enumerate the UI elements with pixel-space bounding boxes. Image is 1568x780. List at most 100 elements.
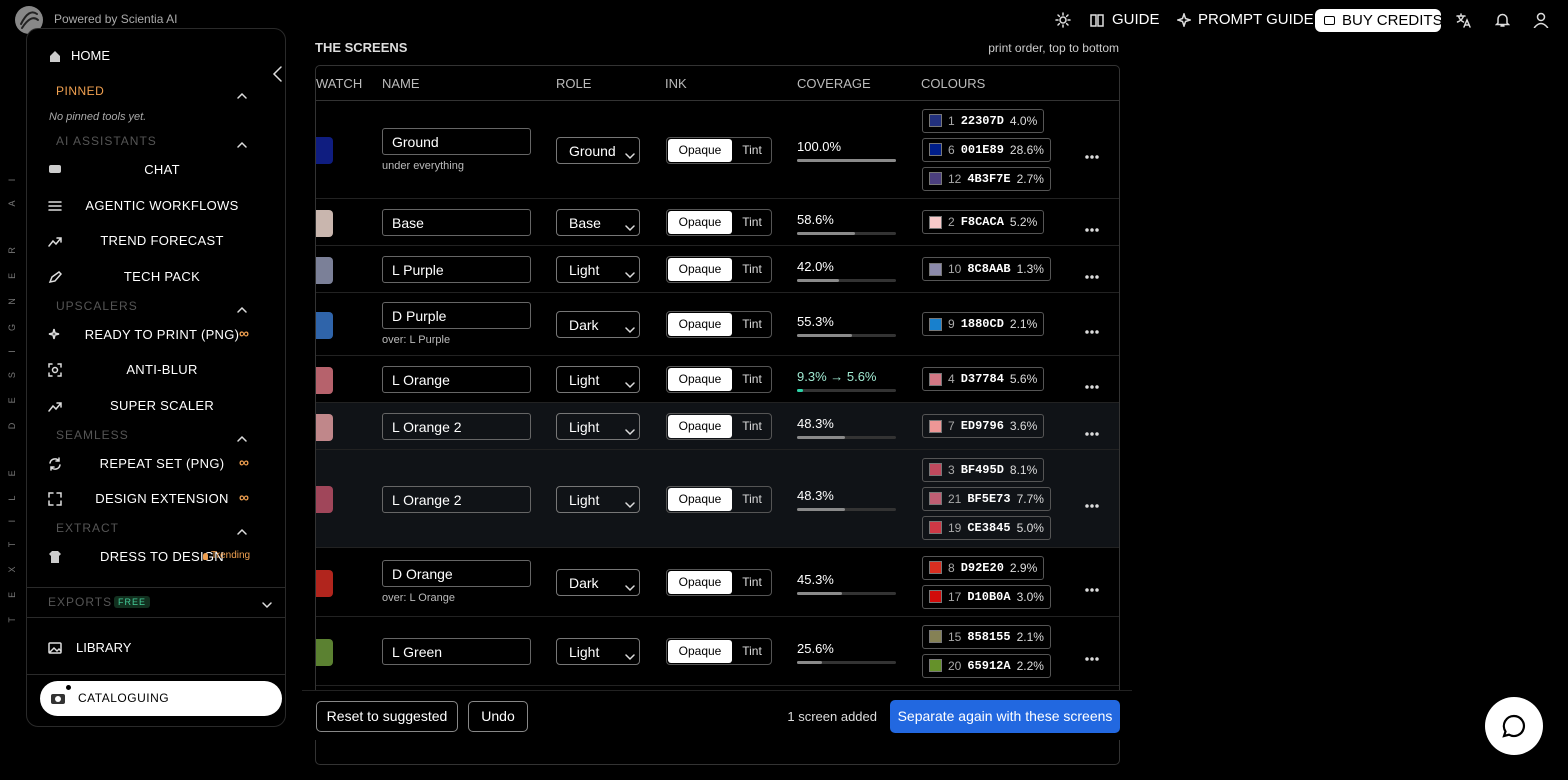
colour-chip[interactable]: 3 BF495D 8.1%	[922, 457, 1045, 482]
ink-tint[interactable]: Tint	[742, 262, 762, 276]
ink-opaque[interactable]: Opaque	[668, 368, 732, 391]
ink-tint[interactable]: Tint	[742, 419, 762, 433]
name-input[interactable]: D Purple	[382, 302, 531, 329]
role-select[interactable]: Light	[556, 256, 640, 283]
colour-chip[interactable]: 10 8C8AAB 1.3%	[922, 257, 1051, 281]
ink-opaque[interactable]: Opaque	[668, 211, 732, 234]
ink-tint[interactable]: Tint	[742, 644, 762, 658]
colour-chip[interactable]: 17 D10B0A 3.0%	[922, 584, 1051, 609]
role-select[interactable]: Ground	[556, 136, 640, 164]
colour-chip[interactable]: 19 CE3845 5.0%	[922, 515, 1051, 540]
nav-item[interactable]: SUPER SCALER	[61, 396, 263, 416]
screen-row[interactable]: L Green Light Opaque Tint 25.6% 15 858155 2.1% 2…	[316, 617, 1119, 686]
nav-library[interactable]: LIBRARY	[76, 640, 132, 655]
role-select[interactable]: Light	[556, 366, 640, 393]
name-input[interactable]: L Orange 2	[382, 485, 531, 513]
ink-tint[interactable]: Tint	[742, 215, 762, 229]
row-menu[interactable]	[1085, 580, 1099, 592]
row-menu[interactable]	[1085, 424, 1099, 436]
reset-button[interactable]: Reset to suggested	[316, 701, 458, 732]
name-input[interactable]: Ground	[382, 127, 531, 155]
colour-chip[interactable]: 9 1880CD 2.1%	[922, 312, 1045, 336]
colour-chip[interactable]: 21 BF5E73 7.7%	[922, 486, 1051, 511]
colour-chip[interactable]: 6 001E89 28.6%	[922, 137, 1051, 162]
nav-cataloguing[interactable]: CATALOGUING	[40, 681, 282, 716]
nav-item[interactable]: ANTI-BLUR	[61, 360, 263, 380]
colour-chip[interactable]: 12 4B3F7E 2.7%	[922, 166, 1051, 191]
name-input[interactable]: L Green	[382, 638, 531, 665]
nav-guide[interactable]: GUIDE	[1112, 11, 1160, 28]
row-menu[interactable]	[1085, 220, 1099, 232]
exports-toggle[interactable]	[261, 597, 273, 609]
row-menu[interactable]	[1085, 322, 1099, 334]
ink-tint[interactable]: Tint	[742, 317, 762, 331]
collapse-sidebar[interactable]	[271, 65, 285, 83]
screen-row[interactable]: L Orange Light Opaque Tint 9.3% → 5.6% 4 D3778…	[316, 356, 1119, 403]
ink-opaque[interactable]: Opaque	[668, 138, 732, 162]
group-toggle[interactable]	[236, 523, 248, 535]
row-menu[interactable]	[1085, 377, 1099, 389]
screen-row[interactable]: Base Base Opaque Tint 58.6% 2 F8CACA 5.2%	[316, 199, 1119, 246]
nav-item[interactable]: DRESS TO DESIGN Trending	[61, 547, 263, 567]
guide-icon[interactable]	[1090, 13, 1104, 27]
name-input[interactable]: D Orange	[382, 560, 531, 587]
group-toggle[interactable]	[236, 136, 248, 148]
nav-item[interactable]: REPEAT SET (PNG) ∞	[61, 454, 263, 474]
nav-prompt-guide[interactable]: PROMPT GUIDE	[1198, 11, 1314, 28]
colour-chip[interactable]: 15 858155 2.1%	[922, 624, 1051, 649]
ink-opaque[interactable]: Opaque	[668, 313, 732, 336]
undo-button[interactable]: Undo	[468, 701, 528, 732]
name-input[interactable]: L Orange	[382, 366, 531, 393]
row-menu[interactable]	[1085, 649, 1099, 661]
colour-chip[interactable]: 1 22307D 4.0%	[922, 108, 1045, 133]
ink-tint[interactable]: Tint	[742, 491, 762, 506]
nav-item[interactable]: READY TO PRINT (PNG) ∞	[61, 325, 263, 345]
group-toggle[interactable]	[236, 301, 248, 313]
role-select[interactable]: Dark	[556, 311, 640, 338]
screen-row[interactable]: L Orange 2 Light Opaque Tint 48.3% 7 ED9796 3.6…	[316, 403, 1119, 450]
colour-chip[interactable]: 8 D92E20 2.9%	[922, 555, 1045, 580]
name-input[interactable]: Base	[382, 209, 531, 236]
screen-row[interactable]: D Orange over: L Orange Dark Opaque Tint 45.3…	[316, 548, 1119, 617]
ink-tint[interactable]: Tint	[742, 575, 762, 589]
screen-row[interactable]: L Orange 2 Light Opaque Tint 48.3% 3 BF495D 8.1…	[316, 450, 1119, 548]
nav-item[interactable]: TECH PACK	[61, 267, 263, 287]
role-select[interactable]: Base	[556, 209, 640, 236]
name-input[interactable]: L Orange 2	[382, 413, 531, 440]
role-select[interactable]: Light	[556, 638, 640, 665]
row-menu[interactable]	[1085, 267, 1099, 279]
colour-chip[interactable]: 2 F8CACA 5.2%	[922, 210, 1045, 234]
row-menu[interactable]	[1085, 147, 1099, 159]
row-menu[interactable]	[1085, 496, 1099, 508]
nav-item[interactable]: DESIGN EXTENSION ∞	[61, 489, 263, 509]
nav-buy-credits[interactable]: BUY CREDITS	[1315, 9, 1443, 32]
account-icon[interactable]	[1533, 12, 1549, 29]
role-select[interactable]: Dark	[556, 569, 640, 596]
ink-opaque[interactable]: Opaque	[668, 415, 732, 438]
colour-chip[interactable]: 4 D37784 5.6%	[922, 367, 1045, 391]
nav-home[interactable]: HOME	[71, 48, 110, 63]
ink-tint[interactable]: Tint	[742, 142, 762, 157]
nav-item[interactable]: TREND FORECAST	[61, 231, 263, 251]
screen-row[interactable]: D Purple over: L Purple Dark Opaque Tint 55.3…	[316, 293, 1119, 356]
role-select[interactable]: Light	[556, 413, 640, 440]
ink-opaque[interactable]: Opaque	[668, 571, 732, 594]
name-input[interactable]: L Purple	[382, 256, 531, 283]
translate-icon[interactable]	[1456, 13, 1471, 28]
chat-launcher[interactable]	[1485, 697, 1543, 755]
prompt-icon[interactable]	[1175, 11, 1193, 29]
colour-chip[interactable]: 7 ED9796 3.6%	[922, 414, 1045, 438]
ink-opaque[interactable]: Opaque	[668, 487, 732, 511]
colour-chip[interactable]: 20 65912A 2.2%	[922, 653, 1051, 678]
pinned-toggle[interactable]	[236, 87, 248, 99]
theme-icon[interactable]	[1055, 12, 1071, 28]
screen-row[interactable]: L Purple Light Opaque Tint 42.0% 10 8C8AAB 1.3%	[316, 246, 1119, 293]
separate-button[interactable]: Separate again with these screens	[890, 700, 1120, 733]
ink-opaque[interactable]: Opaque	[668, 640, 732, 663]
role-select[interactable]: Light	[556, 485, 640, 513]
group-toggle[interactable]	[236, 430, 248, 442]
notifications-icon[interactable]	[1494, 12, 1511, 28]
screen-row[interactable]: Ground under everything Ground Opaque Tint 10…	[316, 101, 1119, 199]
nav-item[interactable]: CHAT	[61, 160, 263, 180]
nav-item[interactable]: AGENTIC WORKFLOWS	[61, 196, 263, 216]
